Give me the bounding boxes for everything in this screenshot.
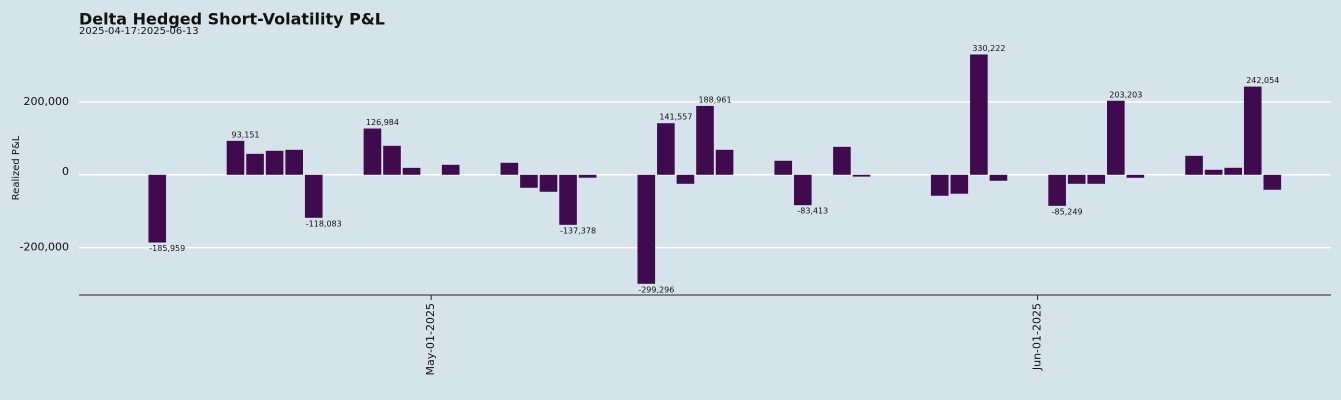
value-label: -118,083 bbox=[306, 219, 342, 228]
bar bbox=[1224, 167, 1242, 175]
bar bbox=[715, 149, 734, 175]
bar bbox=[559, 174, 577, 225]
value-label: 330,222 bbox=[972, 44, 1005, 53]
y-axis-label: Realized P&L bbox=[11, 135, 22, 200]
bar bbox=[1107, 100, 1125, 175]
y-tick-label: 0 bbox=[62, 165, 69, 178]
bar bbox=[989, 174, 1008, 181]
y-tick-label: -200,000 bbox=[20, 241, 69, 254]
bar bbox=[970, 54, 988, 175]
bar bbox=[1185, 155, 1203, 175]
bar bbox=[402, 167, 421, 175]
bar bbox=[1263, 174, 1282, 190]
bar bbox=[1067, 174, 1086, 184]
y-tick-label: 200,000 bbox=[24, 95, 70, 108]
bar bbox=[930, 174, 949, 196]
value-label: 93,151 bbox=[232, 130, 260, 139]
bar bbox=[1204, 169, 1223, 175]
bar bbox=[441, 164, 460, 175]
bar bbox=[246, 153, 264, 175]
bar bbox=[637, 174, 656, 284]
bar bbox=[833, 146, 851, 175]
bar bbox=[500, 162, 519, 175]
value-label: -137,378 bbox=[560, 226, 596, 235]
bar bbox=[852, 174, 871, 177]
bar bbox=[383, 145, 401, 175]
x-tick-label: Jun-01-2025 bbox=[1031, 303, 1044, 371]
chart-title: Delta Hedged Short-Volatility P&L bbox=[79, 10, 385, 29]
bar bbox=[148, 174, 167, 243]
bar bbox=[1048, 174, 1066, 206]
value-label: -185,959 bbox=[149, 244, 185, 253]
bar bbox=[304, 174, 323, 218]
bar bbox=[265, 150, 284, 175]
value-label: 203,203 bbox=[1109, 90, 1142, 99]
value-label: 188,961 bbox=[698, 95, 731, 104]
bar bbox=[226, 140, 245, 175]
bar bbox=[285, 149, 303, 175]
bar bbox=[794, 174, 812, 206]
bar bbox=[1243, 86, 1262, 175]
bar bbox=[1126, 174, 1145, 178]
bar bbox=[520, 174, 538, 188]
chart-subtitle: 2025-04-17:2025-06-13 bbox=[79, 26, 199, 37]
bar bbox=[363, 128, 382, 175]
bar bbox=[774, 160, 793, 175]
bar bbox=[539, 174, 558, 192]
x-tick-label: May-01-2025 bbox=[424, 303, 437, 375]
value-label: 126,984 bbox=[366, 118, 399, 127]
bar bbox=[657, 123, 675, 175]
value-label: 141,557 bbox=[659, 113, 692, 122]
bar bbox=[578, 174, 597, 178]
value-label: -83,413 bbox=[797, 207, 828, 216]
bar bbox=[676, 174, 695, 184]
bar bbox=[1087, 174, 1106, 184]
bar bbox=[696, 105, 714, 175]
value-label: 242,054 bbox=[1246, 76, 1279, 85]
value-label: -85,249 bbox=[1052, 207, 1083, 216]
bar bbox=[950, 174, 969, 194]
value-label: -299,296 bbox=[638, 285, 674, 294]
